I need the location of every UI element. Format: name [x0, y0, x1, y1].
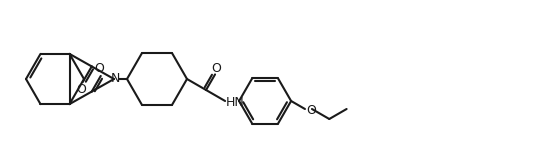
Text: HN: HN [226, 95, 245, 109]
Text: O: O [94, 62, 104, 76]
Text: O: O [76, 82, 86, 96]
Text: O: O [211, 62, 221, 75]
Text: O: O [306, 103, 316, 116]
Text: N: N [110, 72, 119, 85]
